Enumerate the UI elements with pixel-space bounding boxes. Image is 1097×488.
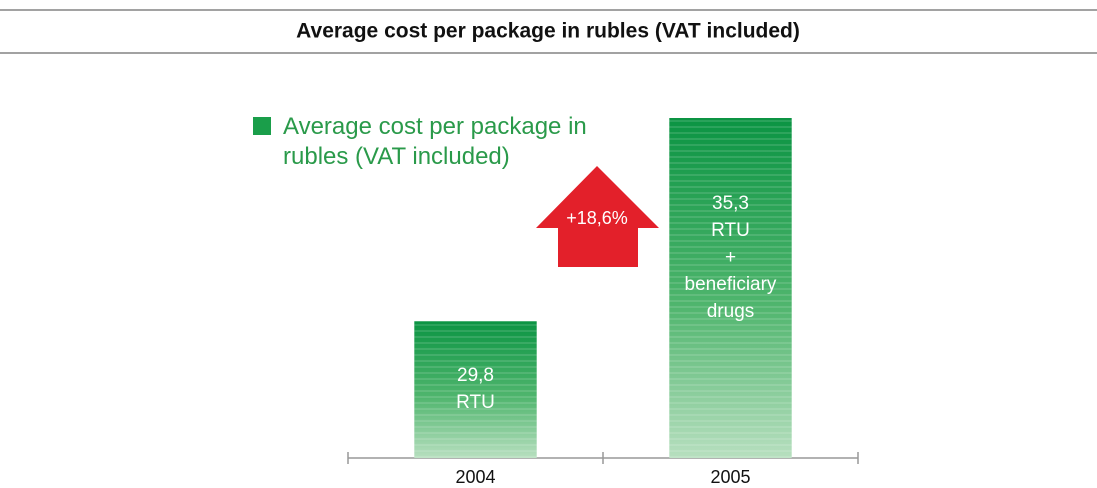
legend-swatch [253,117,271,135]
bar-note: beneficiary [685,274,777,295]
bar-texture [669,118,792,458]
bar-note: drugs [707,301,755,322]
x-tick-label: 2004 [455,467,495,487]
bar-note: RTU [711,220,750,241]
x-tick-label: 2005 [710,467,750,487]
chart-title: Average cost per package in rubles (VAT … [296,20,800,43]
value-label: 29,8 [457,365,494,386]
value-label: 35,3 [712,193,749,214]
change-arrow [536,166,659,267]
legend-label: Average cost per package in rubles (VAT … [283,113,587,170]
bar-note: + [725,247,736,268]
bar-note: RTU [456,392,495,413]
change-label: +18,6% [566,208,628,228]
bar-texture [414,321,537,458]
legend: Average cost per package in rubles (VAT … [253,112,613,172]
